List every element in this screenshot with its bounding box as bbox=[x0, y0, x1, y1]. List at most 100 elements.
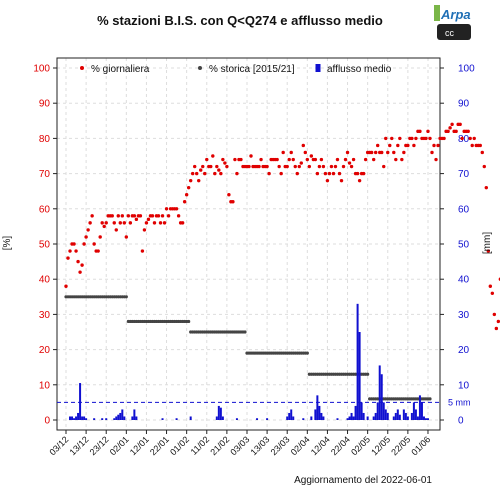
daily-point bbox=[122, 221, 127, 225]
daily-point bbox=[96, 249, 100, 253]
daily-point bbox=[301, 143, 305, 148]
daily-point bbox=[124, 235, 129, 239]
daily-point bbox=[164, 207, 169, 211]
daily-point bbox=[349, 164, 354, 169]
daily-point bbox=[380, 150, 384, 155]
x-tick-label: 02/04 bbox=[289, 434, 312, 457]
daily-point bbox=[486, 249, 491, 253]
daily-series: 44 bbox=[64, 122, 500, 331]
daily-point bbox=[468, 136, 472, 141]
rain-bar bbox=[418, 395, 421, 420]
x-tick-label: 21/02 bbox=[208, 434, 231, 457]
daily-point bbox=[454, 129, 458, 134]
daily-point bbox=[315, 171, 320, 176]
rain-bar bbox=[266, 418, 269, 420]
daily-point bbox=[249, 154, 253, 158]
daily-point bbox=[239, 157, 243, 162]
x-tick-label: 03/03 bbox=[228, 434, 251, 457]
y-right-tick-label: 30 bbox=[458, 310, 470, 321]
rain-bar bbox=[71, 416, 74, 420]
daily-point bbox=[305, 157, 310, 162]
daily-point bbox=[285, 164, 289, 169]
daily-point bbox=[291, 157, 295, 162]
logo-bar-icon bbox=[434, 5, 440, 21]
rain-bar bbox=[360, 402, 363, 420]
rain-bar bbox=[348, 416, 351, 420]
daily-point bbox=[201, 164, 205, 169]
daily-point bbox=[494, 326, 499, 331]
daily-point bbox=[138, 214, 143, 218]
rain-bar bbox=[133, 409, 136, 420]
x-tick-label: 22/04 bbox=[329, 434, 352, 457]
rain-bar bbox=[412, 402, 415, 420]
daily-point bbox=[333, 164, 338, 169]
x-tick-label: 12/01 bbox=[128, 434, 151, 457]
legend-label: % giornaliera bbox=[91, 64, 150, 75]
daily-point bbox=[78, 270, 82, 274]
daily-point bbox=[343, 157, 348, 162]
y-right-tick-label: 50 bbox=[458, 240, 470, 251]
x-tick-label: 03/12 bbox=[47, 434, 70, 457]
daily-point bbox=[118, 221, 122, 225]
daily-point bbox=[158, 221, 163, 225]
daily-point bbox=[402, 150, 406, 155]
rain-bar bbox=[426, 418, 429, 420]
rain-bar bbox=[354, 405, 357, 420]
daily-point bbox=[217, 168, 221, 172]
y-left-tick-label: 50 bbox=[39, 240, 51, 251]
historical-point bbox=[187, 319, 191, 324]
daily-point bbox=[460, 136, 464, 141]
rain-bar bbox=[382, 402, 385, 420]
daily-point bbox=[335, 157, 340, 162]
daily-point bbox=[317, 164, 322, 169]
rain-bar bbox=[384, 409, 387, 420]
rain-bar bbox=[189, 416, 192, 420]
daily-point bbox=[490, 291, 495, 295]
rain-bar bbox=[93, 418, 96, 420]
y-right-tick-label: 40 bbox=[458, 275, 470, 286]
daily-point bbox=[442, 136, 446, 141]
daily-point bbox=[223, 161, 227, 165]
daily-point bbox=[478, 143, 482, 148]
daily-point bbox=[394, 157, 398, 162]
y-right-tick-label: 80 bbox=[458, 134, 470, 145]
daily-point bbox=[480, 150, 484, 155]
daily-point bbox=[88, 221, 92, 225]
y-left-tick-label: 90 bbox=[39, 99, 51, 110]
daily-point bbox=[102, 224, 106, 229]
daily-point bbox=[392, 150, 396, 155]
y-axis-right-label: [mm] bbox=[482, 232, 493, 254]
daily-point bbox=[182, 200, 187, 204]
daily-point bbox=[277, 164, 281, 169]
daily-point bbox=[295, 171, 299, 176]
daily-point bbox=[233, 157, 237, 162]
daily-point bbox=[323, 171, 328, 176]
daily-point bbox=[466, 129, 470, 134]
y-left-tick-label: 100 bbox=[33, 64, 50, 75]
daily-point bbox=[426, 129, 430, 134]
daily-point bbox=[482, 164, 486, 169]
rain-bar bbox=[115, 416, 118, 420]
rain-bar bbox=[420, 402, 423, 420]
daily-point bbox=[418, 129, 422, 134]
daily-point bbox=[267, 171, 271, 176]
rain-bar bbox=[358, 332, 361, 420]
daily-point bbox=[259, 157, 263, 162]
daily-point bbox=[361, 171, 366, 176]
x-tick-label: 13/12 bbox=[68, 434, 91, 457]
daily-point bbox=[275, 157, 279, 162]
threshold-label: 5 mm bbox=[448, 397, 471, 407]
rain-bar bbox=[386, 412, 389, 420]
logo-text: Arpa bbox=[440, 7, 471, 22]
daily-point bbox=[146, 217, 151, 222]
daily-point bbox=[152, 221, 157, 225]
rain-bar bbox=[320, 412, 323, 420]
daily-point bbox=[448, 126, 452, 130]
daily-point bbox=[112, 221, 116, 225]
y-right-tick-label: 70 bbox=[458, 169, 470, 180]
y-right-tick-label: 0 bbox=[458, 416, 464, 427]
legend-label: afflusso medio bbox=[327, 64, 392, 75]
daily-point bbox=[265, 164, 269, 169]
daily-point bbox=[156, 214, 161, 218]
rain-bar bbox=[286, 416, 289, 420]
